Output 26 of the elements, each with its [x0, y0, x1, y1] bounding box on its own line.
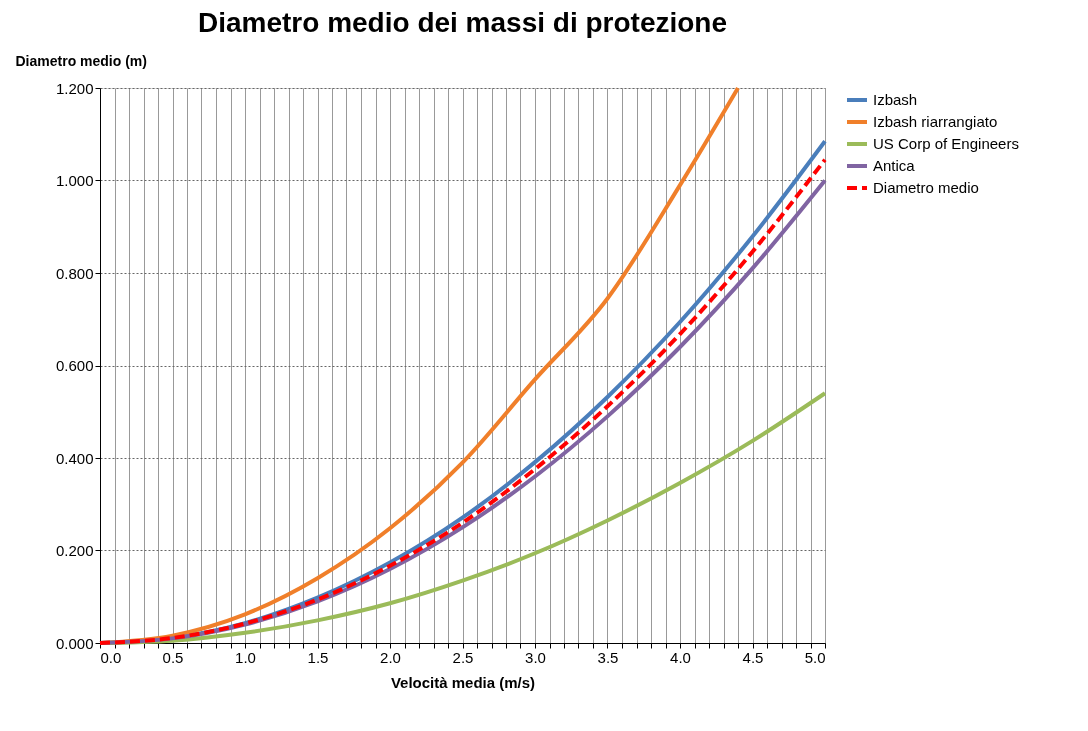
y-tick-label: 0.200 — [55, 542, 94, 559]
legend-label: Izbash riarrangiato — [873, 113, 998, 130]
legend-label: Antica — [873, 157, 916, 174]
x-axis-title: Velocità media (m/s) — [390, 673, 536, 691]
x-tick-label: 2.5 — [452, 648, 474, 666]
legend-label: US Corp of Engineers — [873, 135, 1019, 152]
chart-title: Diametro medio dei massi di protezione — [197, 7, 728, 38]
x-tick-label: 1.0 — [235, 648, 256, 666]
y-tick-label: 0.600 — [55, 357, 94, 374]
legend-label: Diametro medio — [873, 179, 979, 196]
x-tick-label: 2.0 — [380, 648, 401, 666]
y-tick-label: 0.000 — [55, 634, 94, 652]
x-tick-label: 3.0 — [525, 648, 546, 666]
y-tick-label: 0.400 — [55, 449, 94, 467]
x-tick-label: 0.0 — [100, 648, 122, 666]
y-tick-label: 1.200 — [55, 79, 94, 97]
legend-label: Izbash — [873, 91, 918, 108]
x-tick-label: 3.5 — [597, 648, 619, 666]
y-axis-title: Diametro medio (m) — [15, 52, 147, 69]
x-tick-label: 1.5 — [307, 648, 329, 666]
y-tick-label: 0.800 — [55, 264, 94, 282]
x-tick-label: 4.5 — [742, 648, 764, 666]
x-tick-label: 0.5 — [162, 648, 184, 666]
x-tick-label: 4.0 — [670, 648, 691, 666]
y-tick-label: 1.000 — [55, 172, 94, 189]
x-tick-label: 5.0 — [804, 648, 826, 666]
